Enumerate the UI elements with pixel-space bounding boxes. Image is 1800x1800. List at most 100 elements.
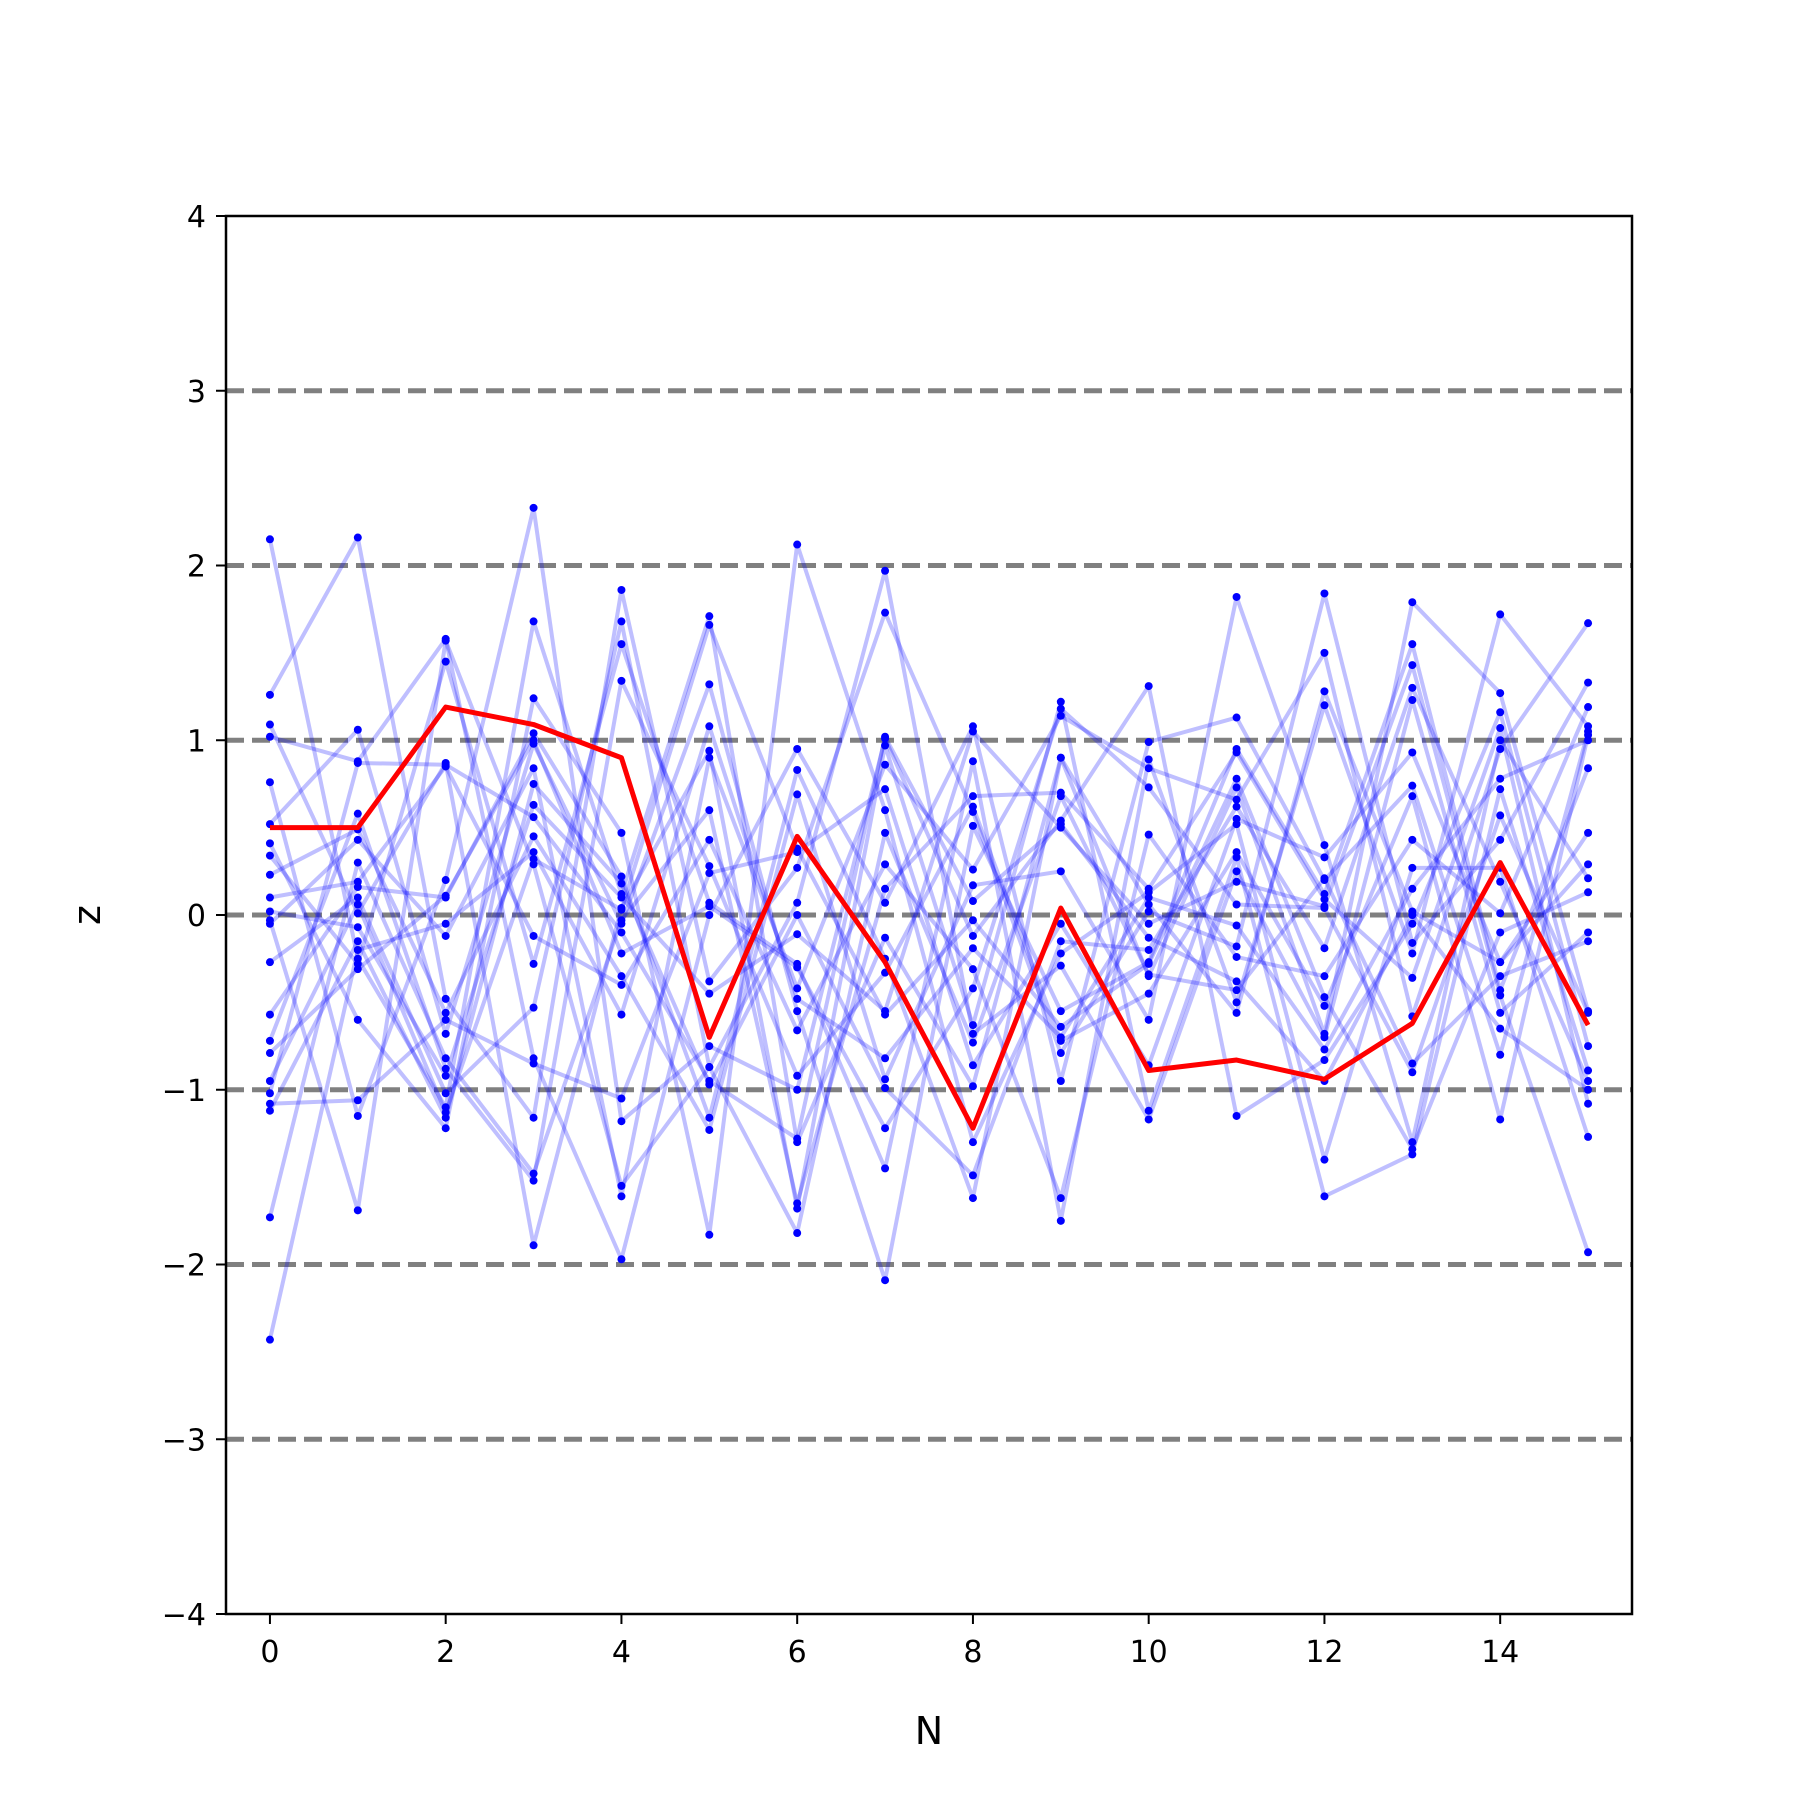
- sample-point: [265, 893, 274, 902]
- sample-point: [1584, 736, 1593, 745]
- sample-point: [793, 994, 802, 1003]
- sample-point: [1496, 1008, 1505, 1017]
- sample-point: [265, 839, 274, 848]
- sample-point: [529, 729, 538, 738]
- sample-series-line: [268, 568, 1590, 1122]
- sample-point: [529, 1241, 538, 1250]
- sample-point: [881, 566, 890, 575]
- sample-point: [1144, 830, 1153, 839]
- sample-point: [793, 1199, 802, 1208]
- x-tick-label: 2: [436, 1635, 455, 1670]
- sample-point: [793, 1026, 802, 1035]
- sample-point: [793, 744, 802, 753]
- sample-point: [1232, 774, 1241, 783]
- sample-point: [1584, 928, 1593, 937]
- sample-point: [1056, 867, 1065, 876]
- sample-point: [265, 690, 274, 699]
- sample-point: [881, 860, 890, 869]
- sample-point: [1232, 921, 1241, 930]
- sample-point: [1320, 1033, 1329, 1042]
- sample-point: [1232, 900, 1241, 909]
- sample-point: [617, 617, 626, 626]
- sample-point: [793, 930, 802, 939]
- sample-point: [881, 884, 890, 893]
- sample-point: [1056, 1194, 1065, 1203]
- sample-point: [353, 1206, 362, 1215]
- y-tick-label: −4: [162, 1598, 206, 1633]
- sample-point: [1408, 973, 1417, 982]
- sample-point: [353, 1111, 362, 1120]
- sample-point: [1408, 781, 1417, 790]
- sample-point: [793, 1007, 802, 1016]
- sample-point: [1320, 1056, 1329, 1065]
- sample-point: [1496, 689, 1505, 698]
- sample-series-line: [268, 689, 1590, 1201]
- sample-series-line: [269, 636, 1590, 1262]
- sample-point: [529, 832, 538, 841]
- sample-point: [1056, 937, 1065, 946]
- sample-point: [265, 720, 274, 729]
- sample-point: [353, 809, 362, 818]
- sample-point: [1056, 820, 1065, 829]
- sample-point: [353, 1015, 362, 1024]
- sample-point: [353, 909, 362, 918]
- sample-point: [1584, 860, 1593, 869]
- sample-point: [705, 1063, 714, 1072]
- sample-point: [793, 1134, 802, 1143]
- sample-series-line: [268, 542, 1590, 1237]
- sample-point: [1496, 811, 1505, 820]
- y-axis-label: z: [65, 905, 109, 925]
- sample-point: [793, 765, 802, 774]
- sample-point: [705, 989, 714, 998]
- sample-point: [441, 891, 450, 900]
- sample-point: [1056, 1049, 1065, 1058]
- sample-point: [1408, 1068, 1417, 1077]
- sample-point: [1584, 1077, 1593, 1086]
- sample-point: [529, 959, 538, 968]
- sample-point: [617, 1181, 626, 1190]
- sample-point: [529, 813, 538, 822]
- sample-point: [1584, 1085, 1593, 1094]
- sample-point: [265, 1049, 274, 1058]
- sample-point: [1144, 907, 1153, 916]
- sample-point: [1232, 1111, 1241, 1120]
- x-tick-label: 14: [1481, 1635, 1519, 1670]
- sample-series-line: [268, 622, 1589, 1152]
- sample-point: [1408, 640, 1417, 649]
- sample-point: [881, 1084, 890, 1093]
- sample-point: [617, 676, 626, 685]
- sample-point: [265, 870, 274, 879]
- sample-point: [265, 1213, 274, 1222]
- sample-point: [968, 1138, 977, 1147]
- sample-point: [1320, 874, 1329, 883]
- sample-series-line: [269, 594, 1590, 1145]
- sample-point: [881, 1164, 890, 1173]
- sample-point: [1056, 704, 1065, 713]
- sample-point: [1584, 828, 1593, 837]
- sample-point: [1232, 986, 1241, 995]
- sample-point: [1320, 944, 1329, 953]
- sample-point: [1408, 1145, 1417, 1154]
- y-tick-label: −3: [162, 1423, 206, 1458]
- sample-point: [1584, 874, 1593, 883]
- sample-point: [1232, 942, 1241, 951]
- sample-point: [881, 933, 890, 942]
- sample-point: [793, 790, 802, 799]
- sample-point: [881, 760, 890, 769]
- sample-point: [793, 984, 802, 993]
- sample-point: [1496, 877, 1505, 886]
- sample-point: [705, 753, 714, 762]
- sample-point: [1232, 814, 1241, 823]
- sample-point: [1232, 877, 1241, 886]
- sample-point: [1144, 970, 1153, 979]
- sample-point: [881, 608, 890, 617]
- sample-point: [529, 848, 538, 857]
- highlight-series-line: [269, 704, 1591, 1131]
- sample-point: [968, 1171, 977, 1180]
- sample-series-line: [268, 642, 1590, 1283]
- sample-point: [265, 1335, 274, 1344]
- sample-point: [1232, 977, 1241, 986]
- sample-point: [1056, 788, 1065, 797]
- sample-series-line: [267, 538, 1590, 1145]
- reference-lines: [226, 388, 1632, 1442]
